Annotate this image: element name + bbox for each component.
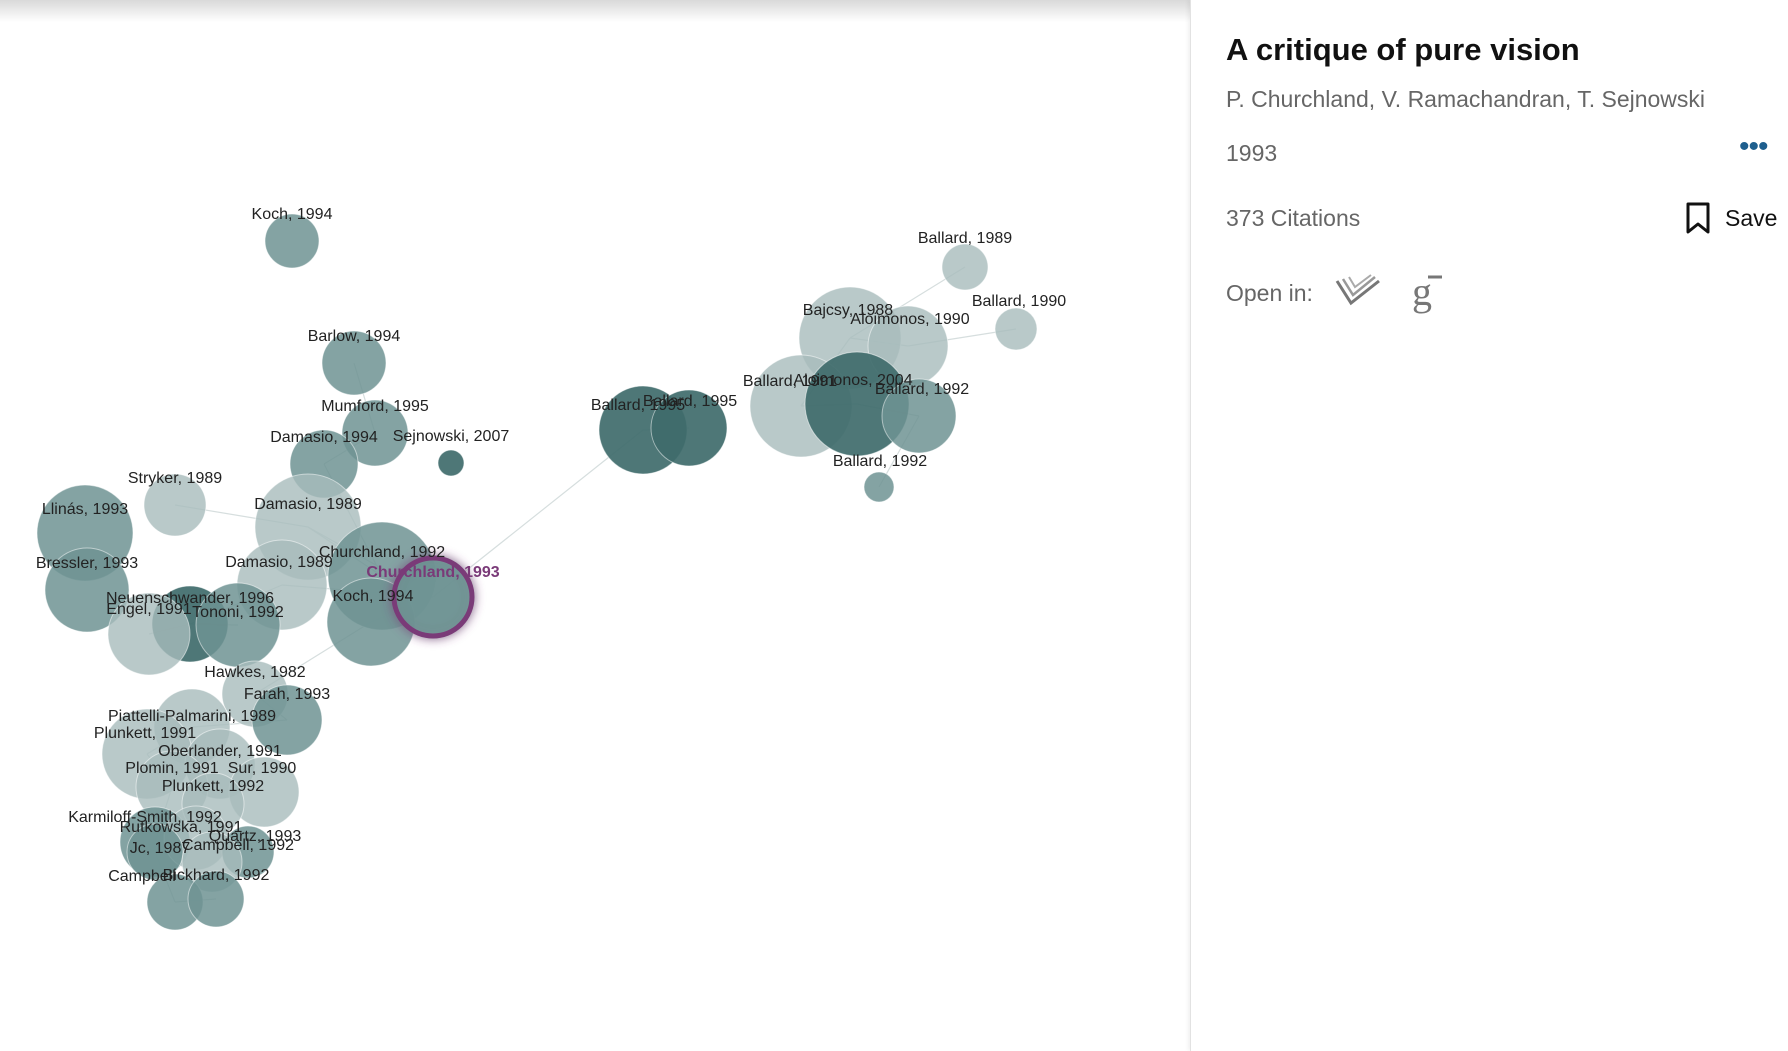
bookmark-icon (1686, 202, 1710, 234)
graph-node[interactable] (863, 471, 895, 503)
graph-node[interactable] (881, 378, 957, 454)
graph-node[interactable] (107, 592, 191, 676)
top-shadow (0, 0, 1190, 22)
graph-node[interactable] (187, 870, 245, 928)
graph-node[interactable] (941, 243, 989, 291)
graph-node[interactable] (195, 582, 281, 668)
svg-text:g: g (1412, 271, 1432, 314)
graph-node[interactable] (994, 307, 1038, 351)
more-options-button[interactable]: ••• (1739, 130, 1769, 163)
graph-node-selected[interactable] (391, 555, 475, 639)
paper-authors[interactable]: P. Churchland, V. Ramachandran, T. Sejno… (1226, 86, 1706, 112)
semantic-scholar-icon[interactable] (1335, 270, 1381, 316)
citation-count: 373 Citations (1226, 205, 1361, 231)
graph-node-label: Sejnowski, 2007 (393, 428, 510, 445)
graph-node-label: Ballard, 1992 (833, 453, 927, 470)
graph-nodes (36, 213, 1038, 931)
google-scholar-icon[interactable]: g (1403, 270, 1449, 316)
paper-details-panel: A critique of pure vision P. Churchland,… (1190, 0, 1788, 1051)
save-label: Save (1725, 204, 1778, 231)
graph-node[interactable] (126, 823, 184, 881)
graph-node[interactable] (437, 449, 465, 477)
graph-node[interactable] (251, 684, 323, 756)
save-button[interactable]: Save (1685, 200, 1777, 236)
open-in-label: Open in: (1226, 279, 1313, 306)
open-in-row: Open in: g (1226, 268, 1449, 318)
citation-graph[interactable]: Koch, 1994 Barlow, 1994 Mumford, 1995 Damas… (0, 0, 1190, 1051)
graph-node[interactable] (264, 213, 320, 269)
graph-node[interactable] (143, 473, 207, 537)
graph-node[interactable] (341, 399, 409, 467)
graph-edge (432, 429, 644, 598)
graph-node-label: Ballard, 1990 (972, 293, 1066, 310)
graph-node[interactable] (44, 547, 130, 633)
graph-node[interactable] (321, 330, 387, 396)
paper-title: A critique of pure vision (1226, 32, 1580, 67)
paper-year: 1993 (1226, 140, 1278, 166)
graph-node[interactable] (650, 389, 728, 467)
